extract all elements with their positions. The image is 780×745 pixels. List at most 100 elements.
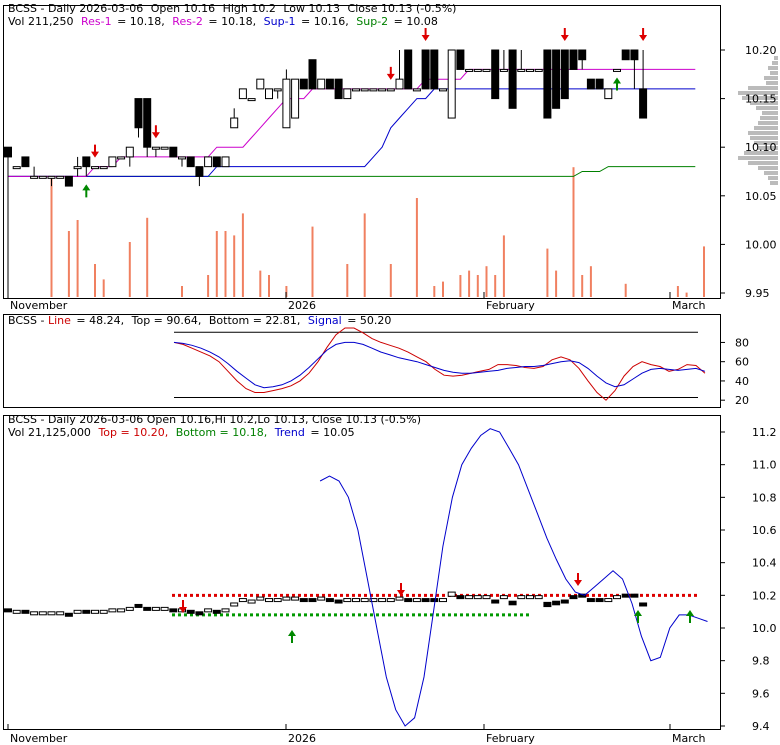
x-tick-label: February	[486, 732, 535, 745]
candle-body	[186, 609, 195, 614]
candle-body	[604, 88, 613, 100]
candle-body	[30, 175, 39, 179]
volume-bar	[624, 283, 627, 297]
candle-body	[526, 68, 534, 72]
support-1-line	[8, 88, 696, 177]
candle-body	[151, 146, 160, 150]
volume-profile-bar	[772, 61, 778, 65]
candle-body	[47, 611, 56, 616]
y-tick-label: 10.2	[752, 589, 777, 602]
candle-body	[491, 49, 500, 100]
volume-bar	[476, 275, 479, 297]
volume-profile-bar	[750, 101, 778, 105]
volume-bar	[233, 235, 236, 297]
candle-body	[334, 599, 343, 604]
sell-arrow-icon	[560, 28, 569, 41]
candle-body	[30, 611, 39, 616]
candle-body	[195, 611, 204, 616]
candle-body	[230, 602, 239, 607]
candle-body	[421, 598, 430, 603]
candle-body	[21, 156, 30, 168]
volume-bar	[102, 279, 105, 297]
volume-profile-bar	[760, 116, 778, 120]
candle-body	[508, 600, 517, 606]
candle-body	[230, 117, 239, 129]
candle-body	[499, 68, 508, 72]
candle-body	[221, 156, 230, 168]
candle-body	[317, 596, 326, 601]
trend-panel-frame	[3, 415, 721, 730]
y-tick-label: 10.00	[745, 238, 777, 251]
candle-body	[465, 68, 474, 72]
volume-profile-bar	[758, 121, 778, 125]
candle-body	[212, 609, 221, 614]
candle-body	[534, 68, 543, 72]
y-tick-label: 10.05	[745, 190, 777, 203]
volume-bar	[703, 246, 705, 297]
candle-body	[64, 175, 73, 187]
candle-body	[186, 156, 195, 168]
x-tick-label: November	[10, 732, 68, 745]
candle-body	[595, 598, 604, 603]
volume-bar	[363, 213, 366, 297]
candle-body	[169, 146, 178, 158]
candle-body	[134, 98, 143, 129]
candle-body	[91, 166, 99, 170]
volume-profile-bar	[754, 141, 778, 145]
candle-body	[160, 146, 169, 150]
volume-bar	[433, 286, 436, 297]
candle-body	[291, 78, 300, 119]
candle-body	[465, 595, 474, 600]
sell-arrow-icon	[639, 28, 648, 41]
x-tick-label: November	[10, 299, 68, 312]
candle-body	[369, 88, 378, 92]
candle-body	[621, 49, 630, 61]
volume-bar	[128, 242, 131, 297]
y-tick-label: 10.10	[745, 141, 777, 154]
candle-body	[256, 78, 265, 90]
volume-profile-bar	[774, 56, 778, 60]
candle-body	[499, 595, 508, 600]
candle-body	[204, 156, 213, 168]
trend-header: BCSS - Daily 2026-03-06 Open 10.16,Hi 10…	[8, 413, 421, 426]
candle-body	[299, 598, 308, 603]
price-panel: 10.20 10.15 10.10 10.05 10.00 9.95 November 202…	[4, 28, 778, 312]
candle-body	[273, 88, 282, 92]
volume-profile-bar	[738, 156, 778, 160]
candle-body	[38, 175, 47, 179]
volume-profile-bar	[762, 111, 778, 115]
y-tick-label: 10.0	[752, 622, 777, 635]
volume-profile-bar	[768, 66, 778, 70]
volume-bar	[685, 292, 688, 297]
volume-bar	[67, 231, 70, 297]
volume-bar	[94, 264, 96, 297]
candle-body	[38, 611, 47, 616]
rsi-panel-frame	[3, 314, 721, 408]
volume-profile-bar	[750, 136, 778, 140]
candle-body	[508, 49, 517, 109]
candle-body	[82, 609, 91, 614]
candle-body	[447, 591, 456, 597]
sell-arrow-icon	[91, 144, 99, 158]
price-header: BCSS - Daily 2026-03-06 Open 10.16 High …	[8, 2, 456, 15]
candle-body	[256, 596, 265, 601]
candle-body	[169, 608, 178, 613]
candle-body	[265, 88, 273, 100]
rsi-signal-line	[173, 341, 706, 389]
sell-arrow-icon	[386, 66, 395, 80]
candle-body	[517, 595, 526, 600]
candle-body	[613, 68, 621, 72]
candle-body	[151, 606, 160, 611]
rsi-header: BCSS - Line = 48.24, Top = 90.64, Bottom…	[8, 314, 391, 327]
volume-bar	[389, 264, 392, 297]
volume-bar	[146, 217, 149, 297]
volume-profile-bar	[744, 151, 778, 155]
sell-arrow-icon	[574, 573, 582, 586]
candle-body	[639, 602, 648, 607]
trend-line	[319, 428, 708, 727]
candle-body	[108, 156, 117, 168]
sell-arrow-icon	[179, 600, 187, 613]
candle-body	[560, 49, 569, 100]
volume-profile-bar	[756, 106, 778, 110]
volume-bar	[224, 231, 227, 297]
